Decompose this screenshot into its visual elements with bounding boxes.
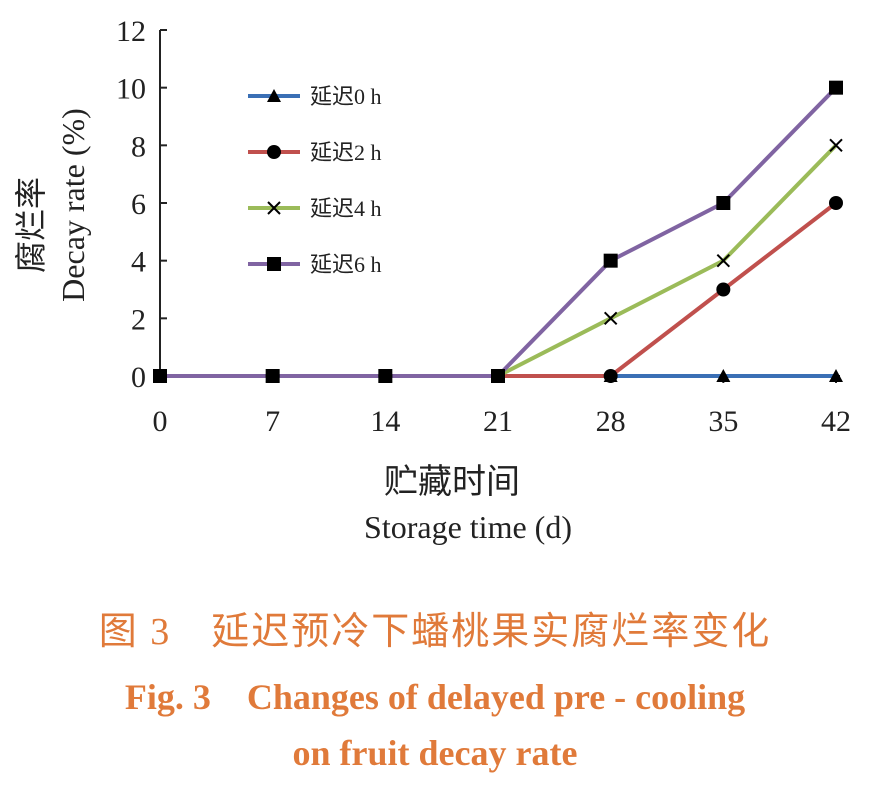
y-axis-label-en: Decay rate (%): [55, 108, 91, 302]
x-tick-label: 35: [708, 405, 738, 438]
y-tick-label: 10: [116, 73, 146, 106]
data-point-series-1: [716, 282, 731, 297]
x-marker-stroke: [267, 201, 281, 215]
y-tick-label: 2: [131, 303, 146, 336]
data-point-series-1: [603, 369, 618, 383]
series-line-2: [160, 143, 838, 378]
figure-caption-en-line2: on fruit decay rate: [292, 733, 578, 773]
y-tick-label: 8: [131, 130, 146, 163]
x-axis-label-cn: 贮藏时间: [384, 463, 520, 501]
data-point-series-1: [829, 196, 843, 210]
x-tick-label: 14: [370, 405, 400, 438]
legend-marker-0: [267, 89, 281, 102]
data-point-series-3: [603, 253, 618, 268]
data-point-series-3: [491, 369, 505, 383]
x-marker-stroke: [716, 253, 731, 268]
decay-rate-chart: 0 2 4 6 8 10 12 0 7 14 21 28 35 42 延迟0 h 延迟2 h 延迟4 h 延迟6…: [13, 15, 851, 545]
x-axis-label-en: Storage time (d): [364, 509, 572, 545]
y-tick-label: 4: [131, 246, 146, 279]
x-tick-label: 7: [265, 405, 280, 438]
x-marker-stroke: [829, 138, 843, 153]
series-markers: [153, 80, 843, 383]
data-point-series-3: [829, 80, 843, 95]
legend-marker-1: [267, 145, 281, 159]
y-tick-label: 0: [131, 361, 146, 394]
legend: 延迟0 h 延迟2 h 延迟4 h 延迟6 h: [248, 84, 382, 277]
x-tick-label: 28: [596, 405, 626, 438]
legend-label-0: 延迟0 h: [310, 84, 382, 109]
series-line-1: [160, 201, 838, 378]
y-axis-label-cn: 腐烂率: [13, 177, 49, 273]
data-point-series-2: [603, 311, 618, 326]
legend-label-1: 延迟2 h: [310, 140, 382, 165]
legend-label-3: 延迟6 h: [310, 252, 382, 277]
x-tick-label: 0: [153, 405, 168, 438]
series-line-3: [160, 86, 838, 378]
data-point-series-2: [716, 253, 731, 268]
y-tick-label: 6: [131, 188, 146, 221]
legend-marker-2: [267, 201, 281, 215]
figure-caption-en-line1: Fig. 3 Changes of delayed pre - cooling: [124, 677, 746, 717]
y-tick-label: 12: [116, 15, 146, 48]
x-marker-stroke: [603, 311, 618, 326]
x-tick-label: 42: [821, 405, 851, 438]
data-point-series-3: [716, 196, 731, 210]
legend-marker-3: [267, 257, 281, 271]
data-point-series-3: [378, 369, 393, 383]
series-lines: [160, 86, 838, 378]
x-tick-label: 21: [483, 405, 513, 438]
data-point-series-2: [829, 138, 843, 153]
legend-label-2: 延迟4 h: [310, 196, 382, 221]
figure-caption-cn: 图 3 延迟预冷下蟠桃果实腐烂率变化: [98, 611, 772, 653]
data-point-series-3: [265, 369, 280, 383]
data-point-series-0: [716, 369, 731, 382]
axes: 0 2 4 6 8 10 12 0 7 14 21 28 35 42: [116, 15, 851, 438]
data-point-series-0: [829, 369, 843, 382]
data-point-series-3: [153, 369, 167, 383]
